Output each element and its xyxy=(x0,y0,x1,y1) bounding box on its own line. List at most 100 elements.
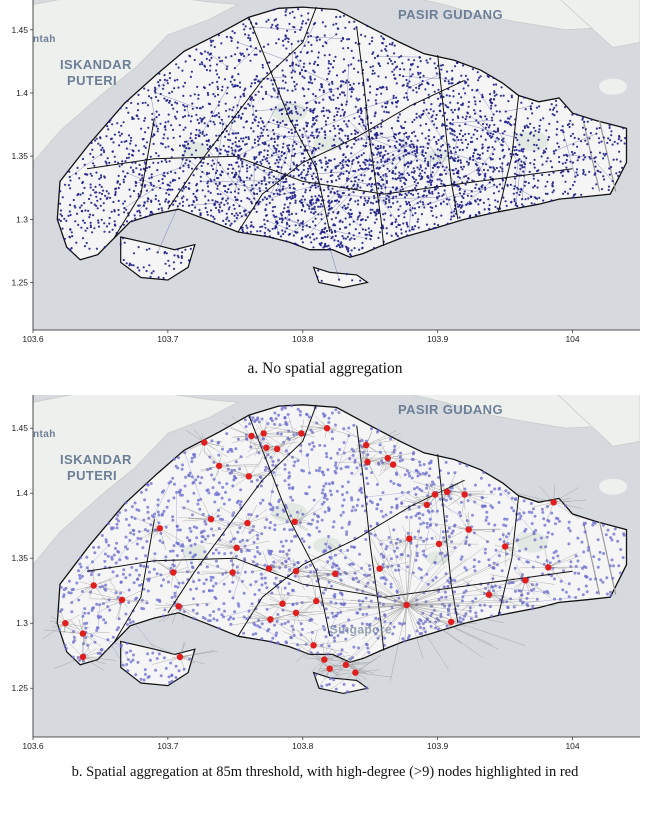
node xyxy=(94,139,97,142)
node xyxy=(391,162,394,165)
node xyxy=(218,56,221,59)
node xyxy=(146,589,150,593)
node xyxy=(324,222,327,225)
node xyxy=(239,52,242,55)
node xyxy=(186,198,189,201)
node xyxy=(499,94,502,97)
node xyxy=(353,129,356,132)
node xyxy=(370,170,374,173)
node xyxy=(249,37,252,40)
node xyxy=(113,155,116,158)
node xyxy=(430,116,433,119)
node xyxy=(273,19,276,22)
node xyxy=(377,173,380,176)
node xyxy=(524,198,527,201)
node xyxy=(217,481,221,485)
node xyxy=(307,545,311,549)
node xyxy=(403,68,406,71)
node xyxy=(452,138,455,141)
route-segment xyxy=(346,159,354,181)
node xyxy=(422,145,425,148)
node xyxy=(435,196,439,199)
node xyxy=(137,117,140,120)
node xyxy=(191,107,194,110)
node xyxy=(275,631,278,635)
node xyxy=(481,152,484,155)
node xyxy=(205,139,208,142)
node xyxy=(544,150,547,154)
node xyxy=(328,96,331,100)
node xyxy=(522,499,526,503)
node xyxy=(287,196,290,199)
mainland-landmass xyxy=(33,395,240,566)
node xyxy=(411,120,414,124)
node xyxy=(527,560,530,564)
node xyxy=(380,35,383,38)
node xyxy=(84,626,88,630)
node xyxy=(136,115,139,118)
node xyxy=(237,604,241,608)
node xyxy=(413,207,416,210)
node xyxy=(191,608,195,612)
route-segment xyxy=(377,146,415,184)
node xyxy=(533,143,536,146)
node xyxy=(307,136,310,139)
node xyxy=(168,99,171,102)
node xyxy=(502,523,506,527)
node xyxy=(281,120,284,123)
node xyxy=(208,83,211,86)
node xyxy=(139,677,143,681)
node xyxy=(271,23,274,26)
node xyxy=(410,228,414,231)
node xyxy=(280,87,283,90)
node xyxy=(405,131,408,134)
x-tick-label: 103.6 xyxy=(22,334,44,344)
node xyxy=(379,144,382,148)
node xyxy=(141,138,144,141)
node xyxy=(171,518,175,522)
node xyxy=(445,166,448,169)
node xyxy=(441,124,444,127)
node xyxy=(460,166,463,169)
node xyxy=(623,142,626,145)
node xyxy=(320,213,323,216)
node xyxy=(142,266,145,269)
node xyxy=(283,467,287,471)
node xyxy=(216,73,219,76)
node xyxy=(181,189,184,192)
node xyxy=(576,536,580,540)
node xyxy=(417,218,420,221)
node xyxy=(448,127,452,130)
node xyxy=(206,162,209,165)
node xyxy=(207,93,210,96)
node xyxy=(323,510,327,514)
node xyxy=(206,213,209,216)
node xyxy=(461,617,465,621)
route-segment xyxy=(265,143,295,171)
node xyxy=(458,462,462,466)
node xyxy=(313,122,316,125)
node xyxy=(328,53,331,57)
node xyxy=(226,153,229,156)
node xyxy=(506,184,509,187)
route-segment xyxy=(368,183,401,226)
node xyxy=(418,174,421,177)
node xyxy=(522,170,525,173)
node xyxy=(222,144,225,148)
node xyxy=(249,583,253,587)
node xyxy=(426,180,429,183)
node xyxy=(248,104,251,107)
node xyxy=(294,30,297,34)
node xyxy=(529,105,532,108)
node xyxy=(339,219,342,222)
node xyxy=(143,119,146,122)
route-segment xyxy=(515,168,521,204)
node xyxy=(165,192,168,195)
node xyxy=(450,211,453,214)
node xyxy=(347,618,351,622)
node xyxy=(347,203,350,206)
node xyxy=(421,132,424,135)
node xyxy=(275,149,278,152)
node xyxy=(495,93,498,96)
node xyxy=(331,174,334,177)
